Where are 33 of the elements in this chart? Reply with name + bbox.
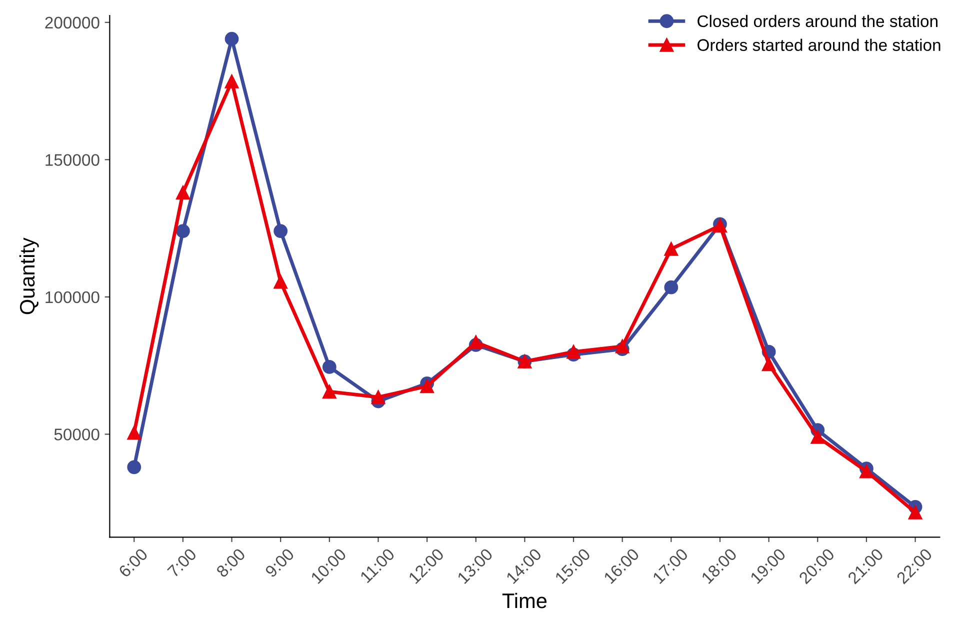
point xyxy=(224,32,239,46)
point xyxy=(274,274,288,289)
x-tick-label: 8:00 xyxy=(216,548,246,578)
y-tick-label: 50000 xyxy=(54,428,100,440)
point xyxy=(860,464,874,478)
point xyxy=(127,426,142,440)
point xyxy=(420,379,434,394)
x-tick-label: 7:00 xyxy=(166,548,198,578)
point xyxy=(176,186,190,200)
x-axis-title: Time xyxy=(502,592,547,608)
point xyxy=(127,460,142,474)
point xyxy=(274,224,288,238)
x-tick-label: 6:00 xyxy=(118,548,148,578)
x-tick-label: 9:00 xyxy=(264,548,295,578)
point xyxy=(566,344,580,359)
point xyxy=(371,390,386,404)
point xyxy=(176,224,190,238)
y-tick-label: 100000 xyxy=(46,291,100,304)
legend-label: Orders started around the station xyxy=(698,38,940,51)
point xyxy=(615,339,630,354)
point xyxy=(224,74,239,88)
point xyxy=(322,384,336,399)
legend-label: Closed orders around the station xyxy=(698,14,938,28)
point xyxy=(664,280,678,294)
point xyxy=(468,335,483,350)
point xyxy=(762,357,776,372)
point xyxy=(664,242,678,256)
point xyxy=(908,506,922,520)
y-tick-label: 200000 xyxy=(45,16,100,29)
y-axis-title: Quantity xyxy=(19,238,39,314)
point xyxy=(810,430,825,444)
point xyxy=(322,360,336,374)
y-tick-label: 150000 xyxy=(46,154,100,166)
